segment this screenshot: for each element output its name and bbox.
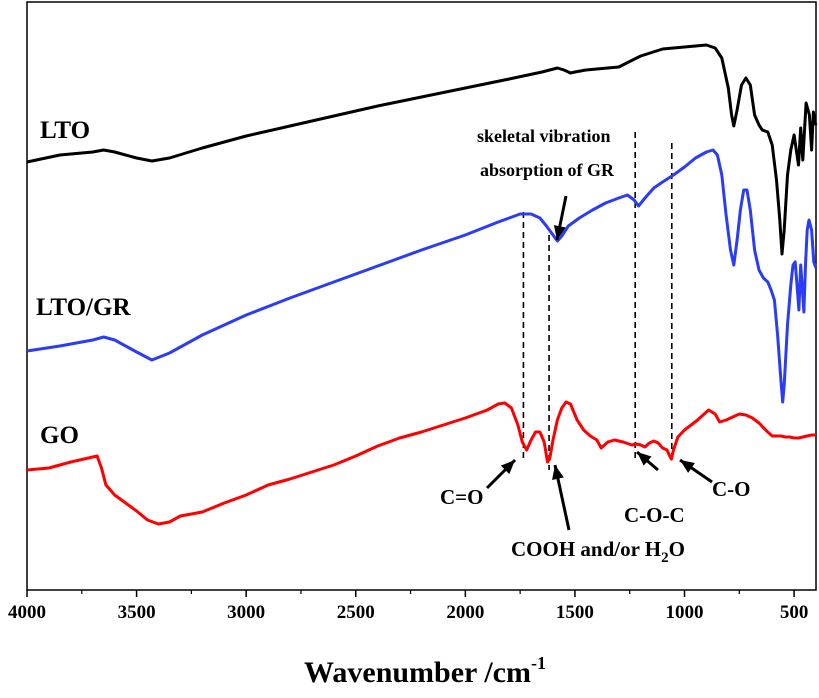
annotation-c-o-c: C-O-C xyxy=(624,503,685,527)
annotation-c-double-o: C=O xyxy=(440,485,483,509)
arrow-c-o-c-head xyxy=(637,452,652,466)
series-label-lto: LTO xyxy=(40,117,90,144)
annotation-arrows xyxy=(485,195,713,531)
series-line-lto-gr xyxy=(26,148,818,404)
annotation-cooh: COOH and/or H2O xyxy=(511,537,685,566)
x-tick-label-3000: 3000 xyxy=(227,602,265,623)
arrow-c-double-o-head xyxy=(500,460,515,475)
x-tick-label-4000: 4000 xyxy=(8,602,46,623)
x-tick-label-500: 500 xyxy=(780,602,809,623)
reference-dashed-lines xyxy=(522,132,673,470)
annotation-cooh-tail: O xyxy=(669,537,685,561)
annotation-skeletal-line1: skeletal vibration xyxy=(477,126,611,146)
annotation-cooh-main: COOH and/or H xyxy=(511,537,661,561)
x-tick-label-1500: 1500 xyxy=(556,602,594,623)
series-line-go xyxy=(26,400,816,526)
x-tick-label-2000: 2000 xyxy=(446,602,484,623)
x-axis-ticks: 4000 3500 3000 2500 2000 1500 1000 500 xyxy=(8,590,808,623)
series-lines xyxy=(26,43,818,526)
arrow-skeletal-vibration-head xyxy=(553,225,566,240)
x-axis-label-sup: -1 xyxy=(531,653,546,673)
annotation-cooh-sub: 2 xyxy=(661,550,669,566)
arrow-cooh-head xyxy=(552,465,564,480)
arrow-c-o-head xyxy=(680,460,695,473)
x-tick-label-1000: 1000 xyxy=(666,602,704,623)
annotation-skeletal-line2: absorption of GR xyxy=(480,160,615,180)
series-label-go: GO xyxy=(40,422,79,449)
x-tick-label-3500: 3500 xyxy=(118,602,156,623)
plot-frame xyxy=(26,1,817,591)
series-line-lto xyxy=(26,43,818,256)
x-tick-label-2500: 2500 xyxy=(337,602,375,623)
annotation-c-o: C-O xyxy=(712,477,751,501)
x-axis-label: Wavenumber /cm-1 xyxy=(304,653,546,689)
series-label-lto-gr: LTO/GR xyxy=(36,294,131,321)
x-axis-label-main: Wavenumber /cm xyxy=(304,656,531,689)
